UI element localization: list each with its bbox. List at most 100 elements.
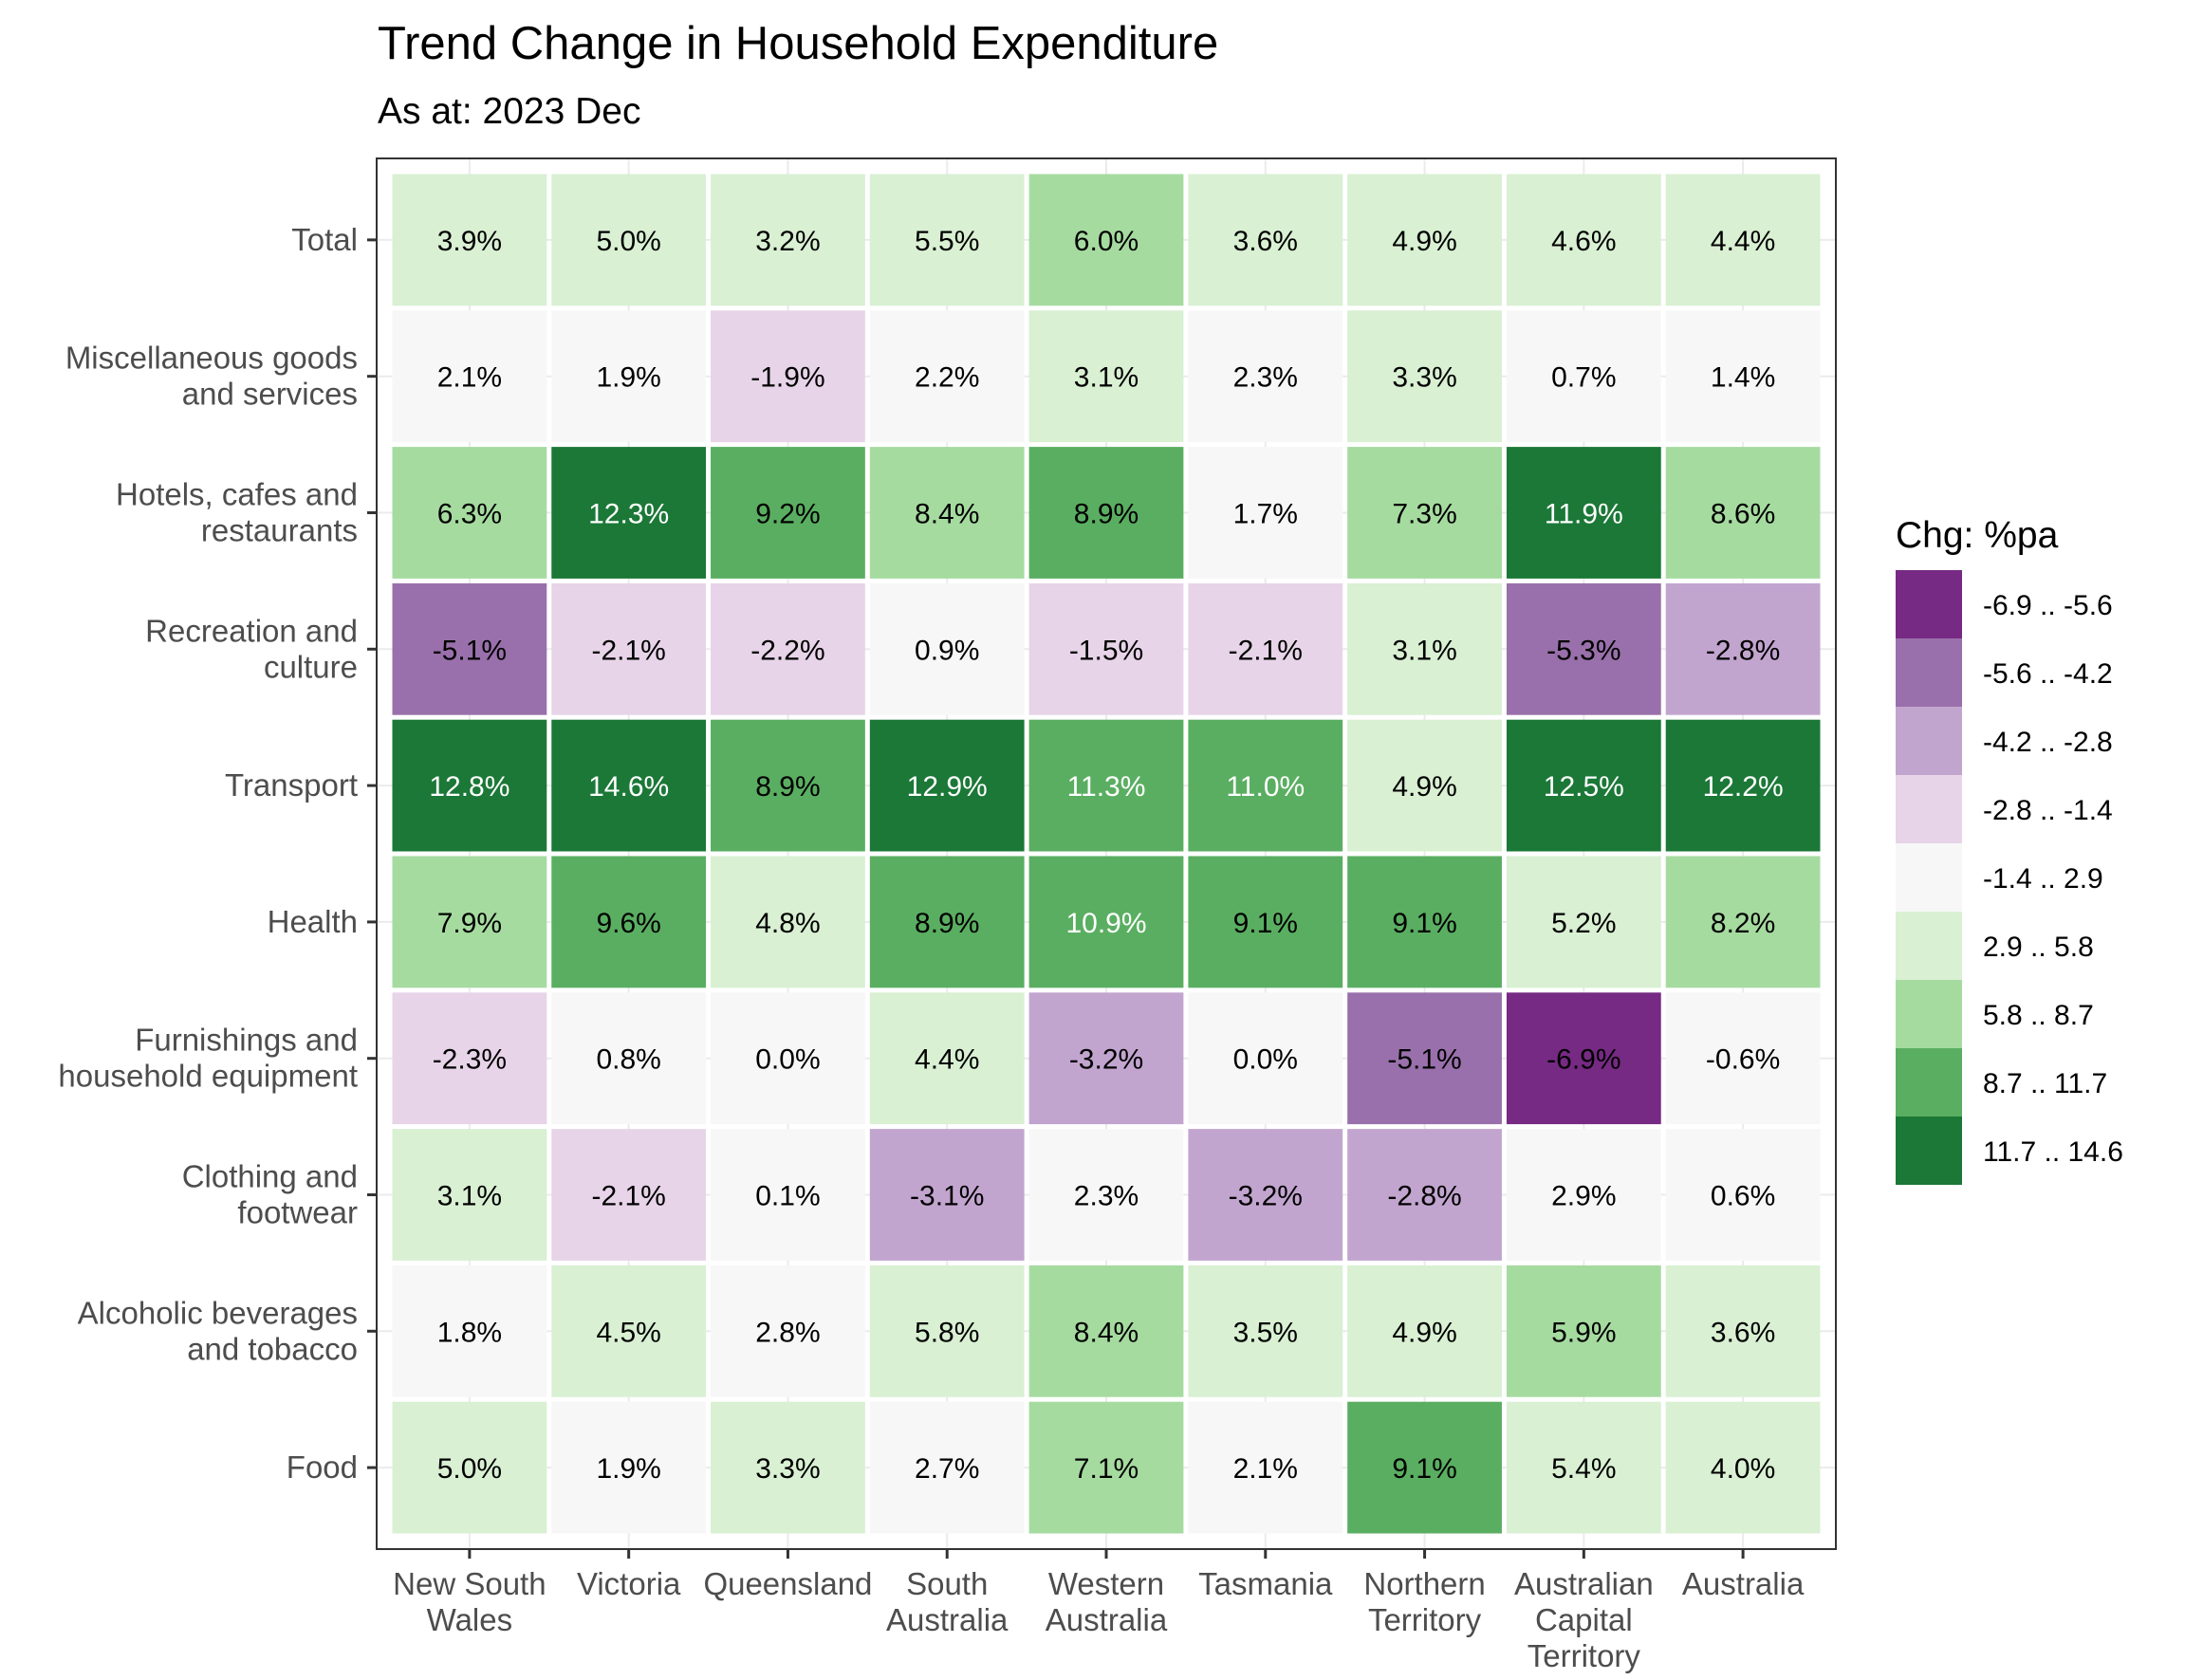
heatmap-cell [711,582,865,715]
x-tick-label: Northern [1363,1566,1485,1601]
heatmap-cell [1188,992,1343,1125]
heatmap-cell [1665,447,1821,579]
cell-value-label: 8.9% [915,908,979,939]
heatmap-cell [1506,310,1661,443]
heatmap-cell [392,1265,547,1397]
y-tick-label: Clothing and [182,1159,358,1194]
cell-value-label: 0.6% [1711,1181,1775,1212]
heatmap-cell [1028,1129,1184,1261]
cell-value-label: 10.9% [1065,908,1146,939]
heatmap-cell [1028,1401,1184,1534]
cell-value-label: 1.4% [1711,362,1775,394]
cell-value-label: -1.9% [750,362,824,394]
heatmap-cell [711,447,865,579]
x-tick-label: Australia [1682,1566,1805,1601]
heatmap-cell [1506,1265,1661,1397]
legend-title: Chg: %pa [1896,515,2059,556]
heatmap-cell [711,310,865,443]
heatmap-cell [551,310,707,443]
y-tick-label: and tobacco [187,1331,358,1366]
heatmap-cell [392,992,547,1125]
cell-value-label: 4.9% [1392,226,1456,257]
cell-value-label: 3.1% [1392,635,1456,666]
heatmap-cell [551,1265,707,1397]
heatmap-cell [1028,582,1184,715]
heatmap-cell [1188,582,1343,715]
heatmap-cell [1506,582,1661,715]
y-tick-label: Miscellaneous goods [65,341,358,376]
heatmap-cell [711,992,865,1125]
heatmap-cell [711,174,865,306]
cell-value-label: 3.6% [1711,1317,1775,1348]
cell-value-label: 2.1% [437,362,502,394]
heatmap-cell [1188,719,1343,852]
cell-value-label: 0.8% [596,1044,660,1076]
heatmap-cell [1347,719,1502,852]
cell-value-label: 8.9% [1074,499,1139,530]
heatmap-cell [1028,992,1184,1125]
heatmap-cell [1506,447,1661,579]
y-tick-label: and services [182,377,358,412]
legend: Chg: %pa -6.9 .. -5.6 -5.6 .. -4.2 -4.2 ..… [1896,515,2123,1185]
cell-value-label: -6.9% [1546,1044,1620,1076]
legend-label: -4.2 .. -2.8 [1983,727,2113,758]
cell-value-label: 2.8% [755,1317,820,1348]
cell-value-label: -1.5% [1069,635,1143,666]
cell-value-label: -5.3% [1546,635,1620,666]
legend-label: -2.8 .. -1.4 [1983,795,2113,826]
x-tick-label: Queensland [703,1566,872,1601]
heatmap-cell [392,447,547,579]
y-tick-label: Hotels, cafes and [116,477,358,512]
heatmap-cell [1665,719,1821,852]
cell-value-label: 9.6% [596,908,660,939]
legend-swatch [1896,570,1962,638]
cell-value-label: -2.8% [1706,635,1780,666]
cell-value-label: 6.3% [437,499,502,530]
heatmap-cell [392,310,547,443]
cell-value-label: 8.2% [1711,908,1775,939]
x-tick-label: Territory [1528,1638,1641,1673]
cell-value-label: 3.3% [1392,362,1456,394]
cell-value-label: -2.1% [591,1181,665,1212]
heatmap-cell [1665,856,1821,988]
cell-value-label: 5.5% [915,226,979,257]
cell-value-label: 2.3% [1074,1181,1139,1212]
cell-value-label: -2.2% [750,635,824,666]
cell-value-label: 3.6% [1233,226,1298,257]
cell-value-label: 11.3% [1067,771,1146,803]
cell-value-label: 2.9% [1551,1181,1616,1212]
legend-label: -1.4 .. 2.9 [1983,863,2103,895]
heatmap-cell [1188,1129,1343,1261]
legend-swatch [1896,1117,1962,1185]
legend-swatch [1896,843,1962,912]
cell-value-label: 2.2% [915,362,979,394]
cell-value-label: 0.0% [1233,1044,1298,1076]
heatmap-cell [1188,310,1343,443]
heatmap-cell [869,1129,1025,1261]
cell-value-label: 8.4% [1074,1317,1139,1348]
heatmap-cell [1506,174,1661,306]
cell-value-label: 2.1% [1233,1453,1298,1485]
cell-value-label: 12.5% [1544,771,1624,803]
chart-title: Trend Change in Household Expenditure [378,18,1218,69]
cell-value-label: 4.8% [755,908,820,939]
cell-value-label: 4.9% [1392,771,1456,803]
cell-value-label: -3.2% [1229,1181,1303,1212]
heatmap-cell [1188,447,1343,579]
cell-value-label: 14.6% [588,771,669,803]
cell-value-label: 12.3% [588,499,669,530]
heatmap-cell [1347,447,1502,579]
heatmap-cell [1028,856,1184,988]
cell-value-label: 5.9% [1551,1317,1616,1348]
heatmap-cell [392,1129,547,1261]
y-tick-label: footwear [237,1195,358,1230]
heatmap-cell [1347,310,1502,443]
cell-value-label: 3.5% [1233,1317,1298,1348]
y-tick-label: Alcoholic beverages [78,1295,358,1330]
legend-swatch [1896,980,1962,1048]
cell-value-label: 9.1% [1392,1453,1456,1485]
x-tick-label: Victoria [577,1566,681,1601]
cell-value-label: 1.9% [596,362,660,394]
